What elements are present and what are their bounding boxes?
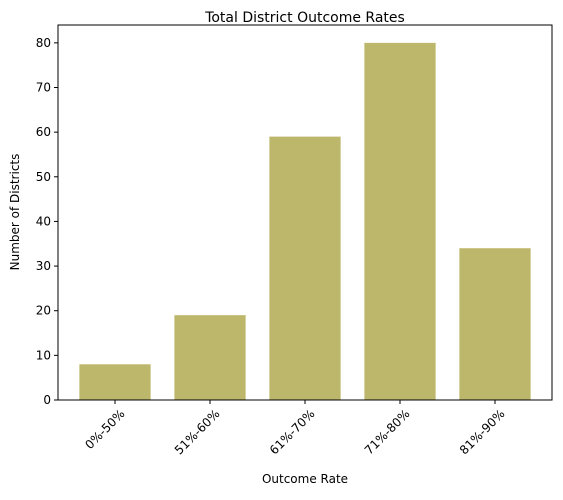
x-axis-title: Outcome Rate	[262, 472, 348, 486]
bar-2	[269, 136, 341, 401]
bar-3	[364, 42, 436, 401]
y-tick-label: 50	[36, 170, 51, 184]
x-axis: 0%-50% 51%-60% 61%-70% 71%-80% 81%-90%	[82, 400, 508, 458]
y-tick-label: 70	[36, 81, 51, 95]
x-tick-label: 0%-50%	[82, 407, 127, 452]
y-tick-label: 80	[36, 36, 51, 50]
y-tick-label: 40	[36, 214, 51, 228]
plot-frame	[57, 24, 553, 401]
x-tick-label: 61%-70%	[267, 407, 318, 458]
x-tick-label: 71%-80%	[362, 407, 413, 458]
y-axis: 0 10 20 30 40 50 60 70 80	[36, 36, 58, 407]
y-tick-label: 30	[36, 259, 51, 273]
y-tick-label: 0	[43, 393, 51, 407]
bar-1	[174, 315, 246, 400]
y-tick-label: 20	[36, 304, 51, 318]
y-tick-label: 10	[36, 348, 51, 362]
bar-4	[459, 248, 531, 400]
y-tick-label: 60	[36, 125, 51, 139]
x-tick-label: 81%-90%	[457, 407, 508, 458]
x-tick-label: 51%-60%	[172, 407, 223, 458]
chart-title: Total District Outcome Rates	[204, 10, 405, 26]
y-axis-title: Number of Districts	[8, 154, 22, 271]
bar-0	[79, 364, 151, 400]
bars-layer	[79, 42, 531, 401]
